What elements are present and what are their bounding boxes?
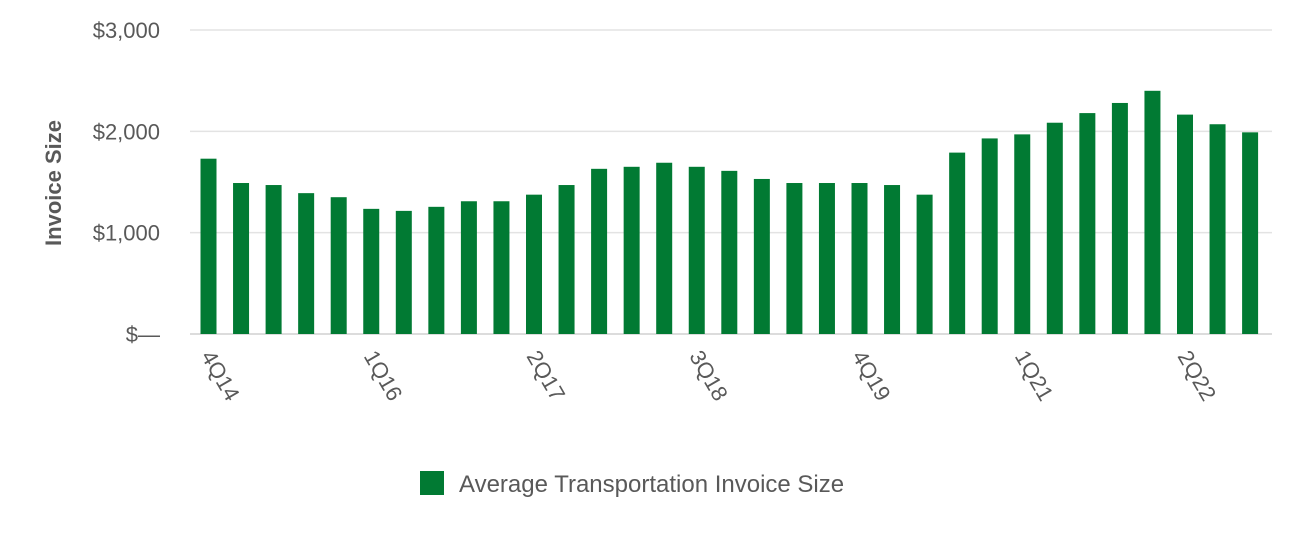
bar-2Q18 xyxy=(656,162,673,334)
x-tick-label: 3Q18 xyxy=(684,346,733,405)
bar-4Q16 xyxy=(460,201,477,334)
bar-1Q17 xyxy=(493,201,510,334)
x-tick-label: 2Q22 xyxy=(1173,346,1222,405)
x-tick-label: 4Q14 xyxy=(196,346,245,405)
bar-3Q15 xyxy=(298,193,315,334)
legend-label: Average Transportation Invoice Size xyxy=(459,471,844,498)
bar-1Q21 xyxy=(1014,134,1031,334)
bar-4Q22 xyxy=(1242,132,1259,334)
bar-2Q15 xyxy=(265,185,282,334)
bar-1Q20 xyxy=(884,185,901,334)
bar-3Q21 xyxy=(1079,113,1096,335)
y-axis-title: Invoice Size xyxy=(41,120,66,246)
legend: Average Transportation Invoice Size xyxy=(420,471,844,498)
x-axis-tick-labels: 4Q14 1Q16 2Q17 3Q18 4Q19 1Q21 2Q22 xyxy=(196,346,1221,405)
bar-4Q15 xyxy=(330,197,347,334)
bar-2Q22 xyxy=(1177,114,1193,334)
y-axis-tick-labels: $— $1,000 $2,000 $3,000 xyxy=(93,18,160,347)
bar-1Q19 xyxy=(753,178,770,334)
x-tick-label: 1Q16 xyxy=(359,346,408,405)
bar-1Q18 xyxy=(623,166,640,334)
bar-4Q18 xyxy=(721,170,738,334)
y-tick-label: $3,000 xyxy=(93,18,160,43)
y-tick-label: $— xyxy=(126,322,160,347)
bar-4Q14 xyxy=(200,158,217,334)
x-tick-label: 1Q21 xyxy=(1010,346,1059,405)
bar-3Q22 xyxy=(1209,124,1226,335)
bar-2Q20 xyxy=(916,194,933,334)
y-tick-label: $1,000 xyxy=(93,221,160,246)
bar-2Q21 xyxy=(1046,122,1063,334)
bar-2Q16 xyxy=(395,210,412,334)
bar-4Q21 xyxy=(1111,102,1128,335)
bar-3Q17 xyxy=(558,185,575,334)
bar-2Q17 xyxy=(526,194,542,334)
bar-1Q15 xyxy=(233,183,250,334)
bar-2Q19 xyxy=(786,183,803,334)
bar-3Q18 xyxy=(688,166,705,334)
bar-1Q22 xyxy=(1144,90,1161,334)
y-tick-label: $2,000 xyxy=(93,119,160,144)
x-tick-label: 2Q17 xyxy=(522,346,571,405)
bar-4Q19 xyxy=(851,183,868,334)
bar-3Q19 xyxy=(818,183,835,334)
x-tick-label: 4Q19 xyxy=(847,346,896,405)
bar-3Q20 xyxy=(949,152,966,334)
legend-swatch xyxy=(420,471,444,495)
bar-4Q17 xyxy=(591,168,608,334)
bar-4Q20 xyxy=(981,138,998,334)
bars xyxy=(200,90,1259,335)
bar-3Q16 xyxy=(428,206,445,334)
bar-1Q16 xyxy=(363,208,380,334)
